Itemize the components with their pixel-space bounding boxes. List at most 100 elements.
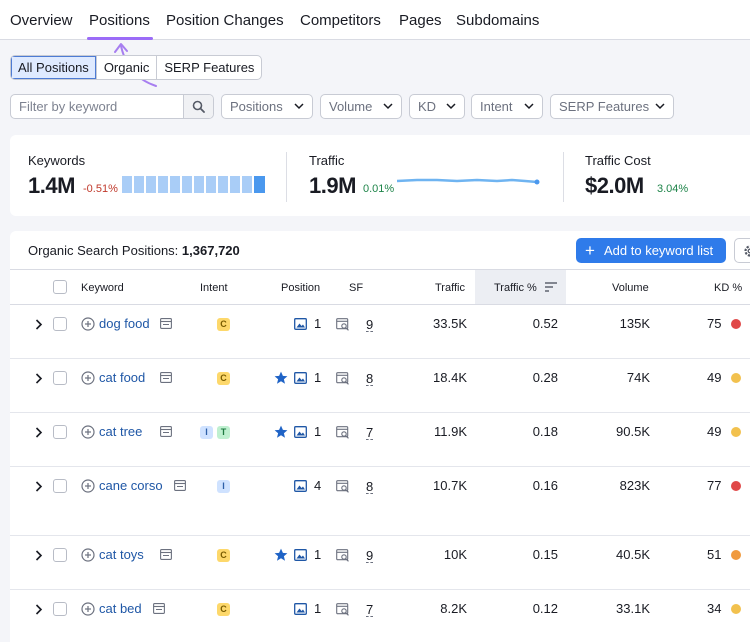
column-position[interactable]: Position	[281, 282, 321, 294]
add-keyword-icon[interactable]	[81, 425, 95, 439]
expand-chevron-icon[interactable]	[35, 373, 43, 384]
keyword-filter-input[interactable]	[11, 95, 181, 118]
add-keyword-icon[interactable]	[81, 548, 95, 562]
image-feature-icon	[294, 603, 307, 615]
volume-value: 823K	[619, 478, 650, 493]
tab-positions[interactable]: Positions	[87, 12, 153, 40]
intent-dropdown[interactable]: Intent	[471, 94, 543, 119]
keyword-link[interactable]: cane corso	[99, 478, 163, 493]
sf-count[interactable]: 8	[366, 479, 374, 494]
tab-pages[interactable]: Pages	[399, 12, 442, 29]
sf-count[interactable]: 7	[366, 425, 374, 440]
expand-chevron-icon[interactable]	[35, 319, 43, 330]
select-all-checkbox[interactable]	[53, 280, 67, 294]
table-row: cat tree I T 1 7 11.9K 0.18 90.5K 49	[10, 413, 750, 467]
expand-chevron-icon[interactable]	[35, 481, 43, 492]
image-feature-icon	[294, 480, 307, 492]
column-volume[interactable]: Volume	[612, 282, 649, 294]
traffic-pct-value: 0.18	[532, 424, 558, 439]
serp-snapshot-icon[interactable]	[159, 318, 172, 329]
table-settings-button[interactable]	[734, 238, 750, 263]
keyword-link[interactable]: cat toys	[99, 547, 144, 562]
serp-features-icon	[336, 480, 349, 493]
keyword-link[interactable]: cat tree	[99, 424, 143, 439]
plus-icon: +	[585, 241, 595, 260]
serp-snapshot-icon[interactable]	[159, 426, 172, 437]
add-keyword-icon[interactable]	[81, 602, 95, 616]
column-intent[interactable]: Intent	[200, 282, 228, 294]
intent-badge: C	[217, 372, 230, 385]
table-title-text: Organic Search Positions:	[28, 243, 179, 258]
add-keyword-icon[interactable]	[81, 371, 95, 385]
volume-value: 74K	[626, 370, 650, 385]
kd-dropdown-label: KD	[418, 99, 437, 114]
traffic-value: 11.9K	[433, 424, 467, 439]
row-checkbox[interactable]	[53, 479, 67, 493]
column-traffic-pct[interactable]: Traffic %	[494, 282, 537, 294]
expand-chevron-icon[interactable]	[35, 427, 43, 438]
traffic-value: 8.2K	[440, 601, 467, 616]
row-checkbox[interactable]	[53, 548, 67, 562]
traffic-value: 33.5K	[433, 316, 467, 331]
summary-cards: Keywords 1.4M -0.51% Traffic 1.9M 0.01% …	[10, 135, 750, 216]
row-checkbox[interactable]	[53, 602, 67, 616]
intent-dropdown-label: Intent	[480, 99, 513, 114]
star-icon	[274, 425, 288, 438]
table-row: cat bed C 1 7 8.2K 0.12 33.1K 34	[10, 590, 750, 642]
positions-count: 1,367,720	[181, 243, 240, 258]
serp-snapshot-icon[interactable]	[174, 480, 186, 491]
expand-chevron-icon[interactable]	[35, 604, 43, 615]
sf-count[interactable]: 8	[366, 371, 374, 386]
serp-features-icon	[336, 318, 349, 331]
kd-difficulty-dot	[731, 481, 741, 491]
positions-dropdown[interactable]: Positions	[221, 94, 313, 119]
sf-count[interactable]: 7	[366, 602, 374, 617]
search-button[interactable]	[183, 95, 213, 118]
tab-subdomains[interactable]: Subdomains	[456, 12, 540, 29]
keyword-link[interactable]: cat food	[99, 370, 146, 385]
traffic-value: 1.9M	[309, 173, 356, 198]
volume-dropdown[interactable]: Volume	[320, 94, 402, 119]
toggle-all-positions[interactable]: All Positions	[11, 56, 97, 79]
kd-dropdown[interactable]: KD	[409, 94, 465, 119]
chevron-down-icon	[524, 103, 534, 110]
sf-count[interactable]: 9	[366, 317, 374, 332]
row-checkbox[interactable]	[53, 425, 67, 439]
traffic-pct-value: 0.52	[532, 316, 558, 331]
positions-table: Organic Search Positions: 1,367,720 + Ad…	[10, 231, 750, 642]
tab-overview[interactable]: Overview	[10, 12, 73, 29]
column-traffic[interactable]: Traffic	[435, 282, 465, 294]
keyword-link[interactable]: dog food	[99, 316, 150, 331]
traffic-trend-line	[397, 178, 540, 185]
column-kd[interactable]: KD %	[714, 282, 743, 294]
sf-count[interactable]: 9	[366, 548, 374, 563]
column-sf[interactable]: SF	[349, 282, 364, 294]
position-value: 1	[314, 370, 322, 385]
serp-features-dropdown[interactable]: SERP Features	[550, 94, 674, 119]
keyword-link[interactable]: cat bed	[99, 601, 142, 616]
add-keyword-icon[interactable]	[81, 479, 95, 493]
kd-value: 49	[707, 370, 722, 385]
serp-snapshot-icon[interactable]	[152, 603, 165, 614]
tab-position-changes[interactable]: Position Changes	[166, 12, 284, 29]
serp-snapshot-icon[interactable]	[159, 549, 172, 560]
column-keyword[interactable]: Keyword	[81, 282, 124, 294]
intent-badge: C	[217, 318, 230, 331]
add-to-keyword-list-button[interactable]: + Add to keyword list	[576, 238, 726, 263]
tab-competitors[interactable]: Competitors	[300, 12, 381, 29]
kd-value: 51	[707, 547, 722, 562]
search-icon	[192, 100, 205, 113]
chevron-down-icon	[383, 103, 393, 110]
toggle-serp-features[interactable]: SERP Features	[164, 60, 255, 75]
row-checkbox[interactable]	[53, 317, 67, 331]
intent-badge: I	[217, 480, 230, 493]
sort-descending-icon[interactable]	[545, 282, 557, 292]
toggle-organic[interactable]: Organic	[97, 56, 158, 79]
serp-snapshot-icon[interactable]	[159, 372, 172, 383]
volume-value: 135K	[619, 316, 650, 331]
row-checkbox[interactable]	[53, 371, 67, 385]
traffic-pct-value: 0.12	[532, 601, 558, 616]
expand-chevron-icon[interactable]	[35, 550, 43, 561]
add-keyword-icon[interactable]	[81, 317, 95, 331]
intent-badge: C	[217, 549, 230, 562]
